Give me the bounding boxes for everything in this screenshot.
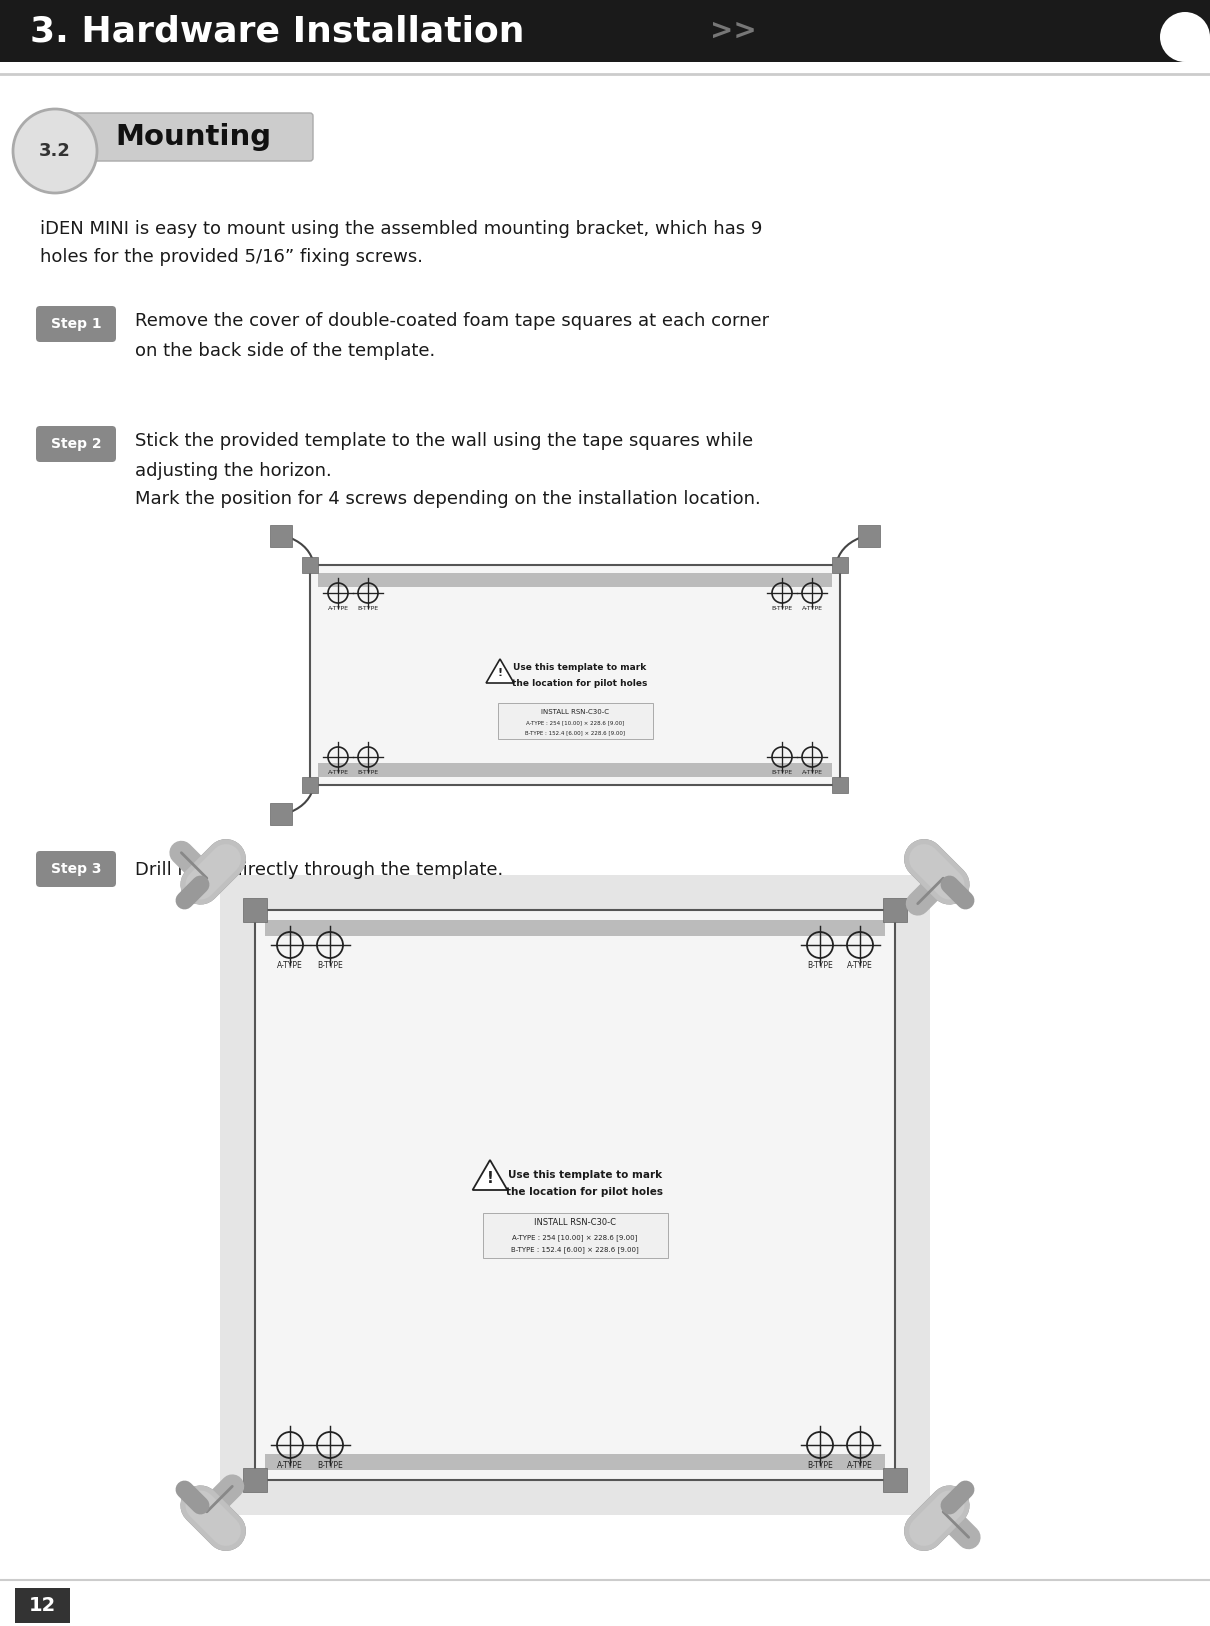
Text: A-TYPE: A-TYPE <box>277 1462 302 1470</box>
Text: B-TYPE: B-TYPE <box>357 606 379 611</box>
Text: 3.2: 3.2 <box>39 141 71 159</box>
Text: iDEN MINI is easy to mount using the assembled mounting bracket, which has 9: iDEN MINI is easy to mount using the ass… <box>40 220 762 237</box>
Bar <box>243 898 267 922</box>
Text: A-TYPE: A-TYPE <box>801 771 823 776</box>
Text: A-TYPE: A-TYPE <box>328 771 348 776</box>
Text: the location for pilot holes: the location for pilot holes <box>512 678 647 688</box>
Text: Step 1: Step 1 <box>51 317 102 332</box>
Text: Remove the cover of double-coated foam tape squares at each corner: Remove the cover of double-coated foam t… <box>136 312 770 330</box>
Bar <box>858 525 880 546</box>
Bar <box>302 777 318 793</box>
Polygon shape <box>1185 37 1210 62</box>
Text: B-TYPE: B-TYPE <box>317 961 342 971</box>
Text: Stick the provided template to the wall using the tape squares while: Stick the provided template to the wall … <box>136 433 753 450</box>
Text: INSTALL RSN-C30-C: INSTALL RSN-C30-C <box>534 1218 616 1228</box>
Polygon shape <box>473 1159 507 1190</box>
Circle shape <box>1160 11 1210 62</box>
Text: !: ! <box>497 668 502 678</box>
FancyBboxPatch shape <box>36 426 116 462</box>
Bar <box>15 1589 70 1623</box>
FancyBboxPatch shape <box>36 306 116 341</box>
Text: A-TYPE : 254 [10.00] × 228.6 [9.00]: A-TYPE : 254 [10.00] × 228.6 [9.00] <box>512 1234 638 1241</box>
Bar <box>832 558 848 572</box>
Text: INSTALL RSN-C30-C: INSTALL RSN-C30-C <box>541 709 609 715</box>
Text: B-TYPE : 152.4 [6.00] × 228.6 [9.00]: B-TYPE : 152.4 [6.00] × 228.6 [9.00] <box>511 1247 639 1254</box>
Text: B-TYPE: B-TYPE <box>317 1462 342 1470</box>
Circle shape <box>13 109 97 193</box>
Polygon shape <box>486 659 514 683</box>
Text: A-TYPE: A-TYPE <box>801 606 823 611</box>
Bar <box>265 1454 885 1470</box>
Bar <box>270 525 292 546</box>
Text: 3. Hardware Installation: 3. Hardware Installation <box>30 15 524 49</box>
Bar <box>243 1468 267 1493</box>
Text: the location for pilot holes: the location for pilot holes <box>507 1187 663 1197</box>
Bar <box>483 1213 668 1259</box>
Bar <box>832 777 848 793</box>
Text: B-TYPE: B-TYPE <box>807 1462 832 1470</box>
Bar <box>270 803 292 824</box>
Text: B-TYPE: B-TYPE <box>772 606 793 611</box>
Bar <box>302 558 318 572</box>
Text: Drill holes directly through the template.: Drill holes directly through the templat… <box>136 862 503 880</box>
Text: A-TYPE: A-TYPE <box>277 961 302 971</box>
Text: Step 3: Step 3 <box>51 862 102 876</box>
Bar <box>318 572 832 587</box>
Bar <box>497 702 652 738</box>
Bar <box>310 564 840 785</box>
Bar <box>318 763 832 777</box>
Text: adjusting the horizon.: adjusting the horizon. <box>136 462 332 480</box>
Text: Use this template to mark: Use this template to mark <box>513 662 646 672</box>
FancyBboxPatch shape <box>47 112 313 161</box>
Text: A-TYPE: A-TYPE <box>847 961 872 971</box>
Text: holes for the provided 5/16” fixing screws.: holes for the provided 5/16” fixing scre… <box>40 249 423 267</box>
Bar <box>0 0 1210 62</box>
Bar <box>883 1468 908 1493</box>
Text: Mark the position for 4 screws depending on the installation location.: Mark the position for 4 screws depending… <box>136 489 761 507</box>
Text: B-TYPE : 152.4 [6.00] × 228.6 [9.00]: B-TYPE : 152.4 [6.00] × 228.6 [9.00] <box>525 730 626 735</box>
Text: A-TYPE : 254 [10.00] × 228.6 [9.00]: A-TYPE : 254 [10.00] × 228.6 [9.00] <box>526 720 624 725</box>
Text: Use this template to mark: Use this template to mark <box>508 1171 662 1180</box>
Bar <box>255 911 895 1480</box>
Text: A-TYPE: A-TYPE <box>847 1462 872 1470</box>
Text: on the back side of the template.: on the back side of the template. <box>136 341 436 359</box>
Text: >>: >> <box>710 16 756 46</box>
Text: A-TYPE: A-TYPE <box>328 606 348 611</box>
Text: !: ! <box>486 1171 494 1185</box>
Bar <box>220 875 930 1515</box>
Text: 12: 12 <box>28 1595 56 1615</box>
Text: Mounting: Mounting <box>115 124 271 151</box>
Text: B-TYPE: B-TYPE <box>772 771 793 776</box>
Text: B-TYPE: B-TYPE <box>807 961 832 971</box>
Text: Step 2: Step 2 <box>51 437 102 450</box>
Bar <box>265 920 885 937</box>
Bar <box>883 898 908 922</box>
FancyBboxPatch shape <box>36 850 116 888</box>
Text: B-TYPE: B-TYPE <box>357 771 379 776</box>
